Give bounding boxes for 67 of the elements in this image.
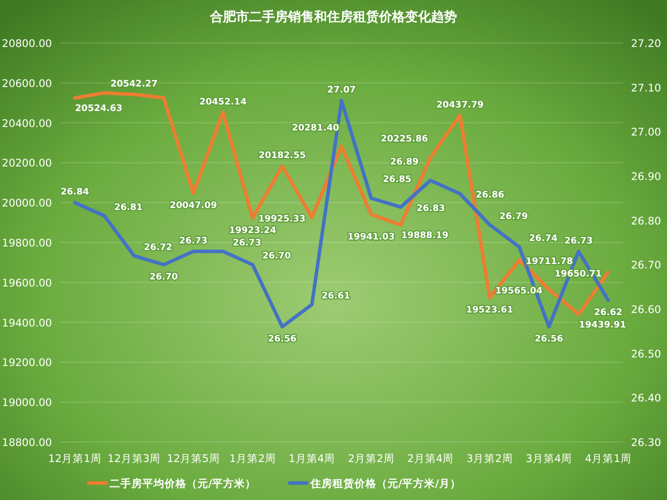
y-tick-label: 20800.00 [2,38,52,50]
data-label: 20047.09 [170,201,217,212]
data-label: 20542.27 [110,79,158,90]
data-label: 26.85 [382,175,412,186]
data-label: 26.83 [416,204,445,214]
x-tick-label: 4月第1周 [584,453,632,465]
data-label: 26.73 [179,236,208,246]
y-tick-label: 20200.00 [2,158,52,170]
y2-tick-label: 26.40 [631,392,662,405]
data-label: 26.86 [476,190,504,201]
y2-tick-label: 26.80 [631,215,662,228]
x-tick-label: 3月第2周 [466,453,513,465]
data-label: 26.72 [144,242,172,253]
y2-tick-label: 26.90 [631,171,662,183]
data-label: 19439.91 [578,320,626,330]
data-label: 20452.14 [199,97,247,108]
y-tick-label: 20400.00 [2,118,52,130]
y-tick-label: 19200.00 [2,357,52,370]
y-tick-label: 20000.00 [2,198,52,210]
chart-title: 合肥市二手房销售和住房租赁价格变化趋势 [209,9,457,25]
y-tick-label: 20600.00 [2,78,52,90]
legend-label: 住房租赁价格（元/平方米/月） [309,477,461,490]
legend-label: 二手房平均价格（元/平方米） [109,477,256,490]
y-tick-label: 18800.00 [2,437,52,449]
data-label: 26.79 [499,212,528,222]
data-label: 26.62 [594,308,622,318]
x-tick-label: 12月第1周 [48,453,102,465]
data-label: 26.73 [232,238,262,248]
data-label: 20225.86 [380,134,428,145]
y2-tick-label: 27.00 [631,126,662,139]
data-label: 26.73 [564,236,593,246]
x-tick-label: 12月第3周 [108,453,161,465]
data-label: 19523.61 [466,306,514,316]
data-label: 19941.03 [348,232,395,242]
data-label: 20437.79 [436,100,484,110]
data-label: 19923.24 [228,226,276,236]
data-label: 26.84 [60,188,90,198]
y-tick-label: 19800.00 [2,238,52,250]
y2-tick-label: 27.10 [631,82,662,94]
data-label: 27.07 [327,86,356,96]
x-tick-label: 12月第5周 [166,453,220,465]
data-label: 19888.19 [401,230,448,241]
y2-tick-label: 26.60 [631,304,662,316]
y-tick-label: 19400.00 [2,317,52,330]
data-label: 26.70 [149,272,178,283]
y2-tick-label: 27.20 [631,38,662,50]
y2-tick-label: 26.50 [631,348,662,360]
data-label: 26.56 [534,334,564,345]
data-label: 19925.33 [258,214,306,224]
data-label: 19711.78 [526,257,573,268]
data-label: 26.74 [529,234,558,244]
data-label: 20182.55 [258,151,306,162]
y-tick-label: 19600.00 [2,277,52,290]
data-label: 26.70 [262,252,291,262]
data-label: 20524.63 [75,104,122,114]
x-tick-label: 1月第2周 [229,453,276,465]
x-tick-label: 2月第4周 [407,453,454,465]
data-label: 26.81 [114,202,143,213]
data-label: 26.61 [322,292,350,302]
x-tick-label: 1月第4周 [288,453,336,465]
x-tick-label: 2月第2周 [348,453,394,465]
y2-tick-label: 26.30 [631,437,662,449]
data-label: 26.56 [268,334,296,345]
y2-tick-label: 26.70 [631,260,662,272]
y-tick-label: 19000.00 [2,397,52,410]
x-tick-label: 3月第4周 [526,453,572,465]
data-label: 26.89 [390,157,419,168]
